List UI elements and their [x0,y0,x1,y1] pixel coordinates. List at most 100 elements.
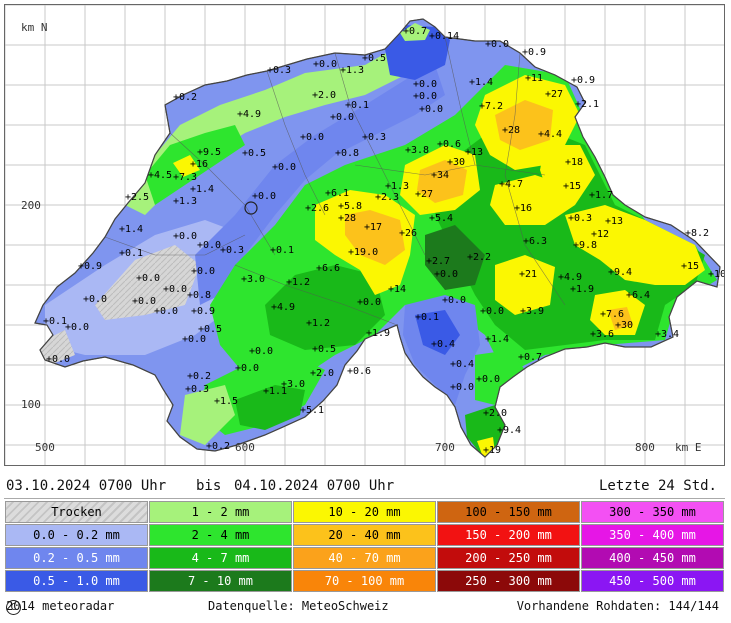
station-value: +3.0 [241,274,266,285]
station-value: +0.6 [347,366,372,377]
station-value: +14 [388,284,407,295]
station-value: +7.2 [479,101,504,112]
station-value: +1.4 [119,224,144,235]
station-value: +30 [615,320,634,331]
station-value: +4.5 [148,170,173,181]
station-value: +15 [681,261,700,272]
station-value: +16 [514,203,533,214]
station-value: +12 [591,229,610,240]
station-value: +0.1 [415,312,440,323]
station-value: +5.1 [300,405,325,416]
station-value: +27 [545,89,564,100]
station-value: +0.5 [198,324,223,335]
east-axis-label: km E [675,441,702,454]
legend-item: 20 - 40 mm [293,524,436,546]
station-value: +30 [447,157,466,168]
station-value: +13 [605,216,624,227]
station-value: +27 [415,189,434,200]
x-tick-600: 600 [235,441,255,454]
station-value: +7.3 [173,172,198,183]
station-value: +0.0 [252,191,277,202]
station-value: +2.0 [483,408,508,419]
station-value: +2.7 [426,256,451,267]
station-value: +13 [465,147,484,158]
time-window: Letzte 24 Std. [598,478,717,494]
station-value: +5.4 [429,213,454,224]
legend-item: 70 - 100 mm [293,570,436,592]
station-value: +3.4 [655,329,680,340]
station-value: +0.0 [442,295,467,306]
station-value: +8.2 [685,228,710,239]
legend-item: 300 - 350 mm [581,501,724,523]
station-value: +2.5 [125,192,150,203]
station-value: +1.2 [286,277,311,288]
legend-item: 200 - 250 mm [437,547,580,569]
station-value: +7.6 [600,309,625,320]
station-value: +3.0 [281,379,306,390]
station-value: +0.9 [191,306,216,317]
y-tick-200: 200 [21,199,41,212]
station-value: +1.5 [214,396,239,407]
station-value: +0.0 [136,273,161,284]
time-range-bar: 03.10.2024 0700 Uhr bis 04.10.2024 0700 … [6,478,721,496]
station-value: +0.9 [522,47,547,58]
period-start: 03.10.2024 0700 Uhr [6,478,167,494]
station-value: +0.0 [413,91,438,102]
station-value: +0.2 [206,441,231,452]
station-value: +0.2 [173,92,198,103]
map-canvas [5,5,724,465]
station-value: +3.8 [405,145,430,156]
copyright-text: 2014 meteoradar [6,599,115,613]
station-value: +0.0 [132,296,157,307]
station-value: +0.1 [119,248,144,259]
station-value: +0.3 [267,65,292,76]
station-value: +0.0 [434,269,459,280]
station-value: +0.0 [154,306,179,317]
station-value: +0.0 [272,162,297,173]
station-value: +1.4 [469,77,494,88]
station-value: +1.9 [366,328,391,339]
station-value: +0.8 [335,148,360,159]
station-value: +0.1 [270,245,295,256]
legend-item: 0.5 - 1.0 mm [5,570,148,592]
station-value: +3.6 [590,329,615,340]
station-value: +1.1 [263,386,288,397]
station-value: +0.7 [403,26,428,37]
legend-item: 4 - 7 mm [149,547,292,569]
station-value: +34 [431,170,450,181]
station-value: +0.0 [485,39,510,50]
legend-item: 0.2 - 0.5 mm [5,547,148,569]
raw-data-count: Vorhandene Rohdaten: 144/144 [516,599,719,613]
legend-item: 150 - 200 mm [437,524,580,546]
station-value: +2.1 [575,99,600,110]
station-value: +1.4 [485,334,510,345]
station-value: +19 [483,445,502,456]
station-value: +1.3 [385,181,410,192]
station-value: +0.0 [413,79,438,90]
legend-item: 350 - 400 mm [581,524,724,546]
station-value: +0.9 [571,75,596,86]
station-value: +16 [190,159,209,170]
x-tick-800: 800 [635,441,655,454]
precipitation-legend: Trocken 0.0 - 0.2 mm 0.2 - 0.5 mm 0.5 - 1.0… [4,498,725,593]
station-value: +28 [502,125,521,136]
station-value: +4.9 [558,272,583,283]
station-value: +0.3 [220,245,245,256]
station-value: +18 [565,157,584,168]
y-tick-100: 100 [21,398,41,411]
station-value: +0.0 [173,231,198,242]
station-value: +0.0 [480,306,505,317]
station-value: +15 [563,181,582,192]
station-value: +0.7 [518,352,543,363]
station-value: +9.4 [497,425,522,436]
station-value: +0.1 [345,100,370,111]
copyright: C 2014 meteoradar [6,599,115,615]
legend-item: 0.0 - 0.2 mm [5,524,148,546]
station-value: +0.0 [197,240,222,251]
station-value: +11 [525,73,544,84]
station-value: +0.0 [330,112,355,123]
station-value: +2.2 [467,252,492,263]
legend-item: 7 - 10 mm [149,570,292,592]
period-bis: bis [196,478,222,494]
station-value: +0.5 [242,148,267,159]
